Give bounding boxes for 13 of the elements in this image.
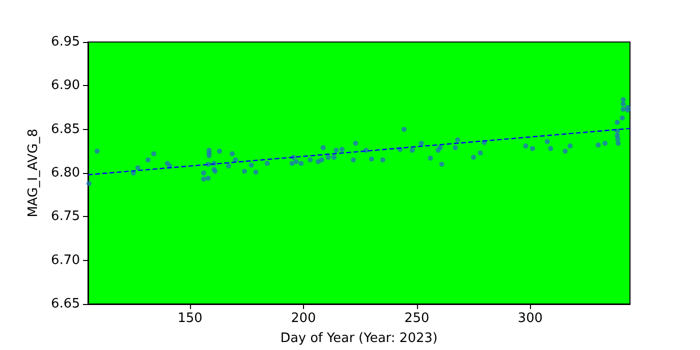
- y-tick-label: 6.85: [51, 122, 80, 137]
- x-tick-label: 200: [291, 311, 316, 326]
- y-tick-label: 6.80: [51, 166, 80, 180]
- y-tick-label: 6.70: [51, 252, 80, 268]
- y-axis-title: MAG_I_AVG_8: [26, 128, 41, 218]
- x-tick-label: 250: [404, 311, 430, 326]
- y-tick-label: 6.95: [51, 34, 80, 50]
- x-axis-title: Day of Year (Year: 2023): [280, 331, 438, 346]
- x-tick-label: 300: [518, 311, 543, 326]
- y-tick-label: 6.90: [51, 78, 80, 94]
- y-tick-label: 6.75: [51, 209, 80, 224]
- x-tick-label: 150: [178, 311, 202, 326]
- y-tick-label: 6.65: [51, 296, 80, 312]
